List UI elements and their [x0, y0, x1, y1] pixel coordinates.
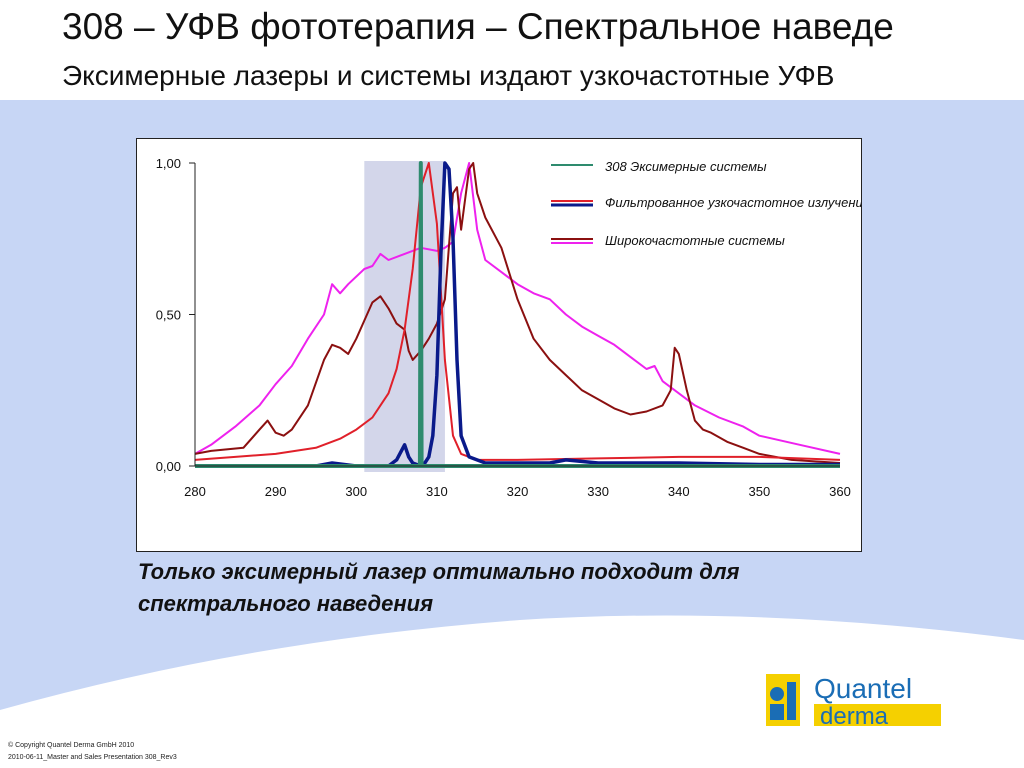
x-tick-label: 360	[829, 484, 851, 499]
footer-file-name: 2010-06-11_Master and Sales Presentation…	[8, 754, 177, 761]
x-tick-label: 280	[184, 484, 206, 499]
logo-text-derma: derma	[820, 703, 889, 728]
x-tick-label: 340	[668, 484, 690, 499]
caption-line-2: спектрального наведения	[138, 591, 434, 616]
x-tick-label: 350	[749, 484, 771, 499]
logo-text-quantel: Quantel	[814, 673, 912, 704]
logo-bar	[787, 682, 796, 720]
spectrum-chart: 280 290 300 310 320 330 340 350 360 0,00 0,50 1,00 …	[136, 138, 870, 552]
legend-label: Широкочастотные системы	[605, 233, 785, 248]
x-tick-label: 300	[345, 484, 367, 499]
quantel-derma-logo: Quantel derma	[766, 672, 946, 730]
logo-derma-bg	[814, 704, 941, 726]
x-tick-label: 330	[587, 484, 609, 499]
x-tick-label: 320	[507, 484, 529, 499]
highlight-band	[364, 161, 445, 472]
x-tick-label: 290	[265, 484, 287, 499]
series-line-3	[194, 162, 841, 464]
chart-svg: 280 290 300 310 320 330 340 350 3600,000,501,00 …	[156, 156, 870, 499]
legend-label: 308 Эксимерные системы	[605, 159, 767, 174]
slide-title: 308 – УФВ фототерапия – Спектральное нав…	[62, 6, 894, 47]
series-line-2	[195, 161, 840, 468]
caption-line-1: Только эксимерный лазер оптимально подхо…	[138, 559, 740, 584]
logo-dot	[770, 687, 784, 701]
series-line-4	[194, 162, 841, 455]
logo-block	[770, 704, 784, 720]
slide-subtitle: Эксимерные лазеры и системы издают узкоч…	[62, 60, 835, 91]
caption: Только эксимерный лазер оптимально подхо…	[138, 556, 958, 620]
legend-label: Фильтрованное узкочастотное излучение	[605, 195, 861, 210]
y-tick-label: 0,00	[156, 459, 181, 474]
copyright-text: © Copyright Quantel Derma GmbH 2010	[8, 742, 135, 749]
y-tick-label: 1,00	[156, 156, 181, 171]
x-tick-label: 310	[426, 484, 448, 499]
y-tick-label: 0,50	[156, 308, 181, 323]
